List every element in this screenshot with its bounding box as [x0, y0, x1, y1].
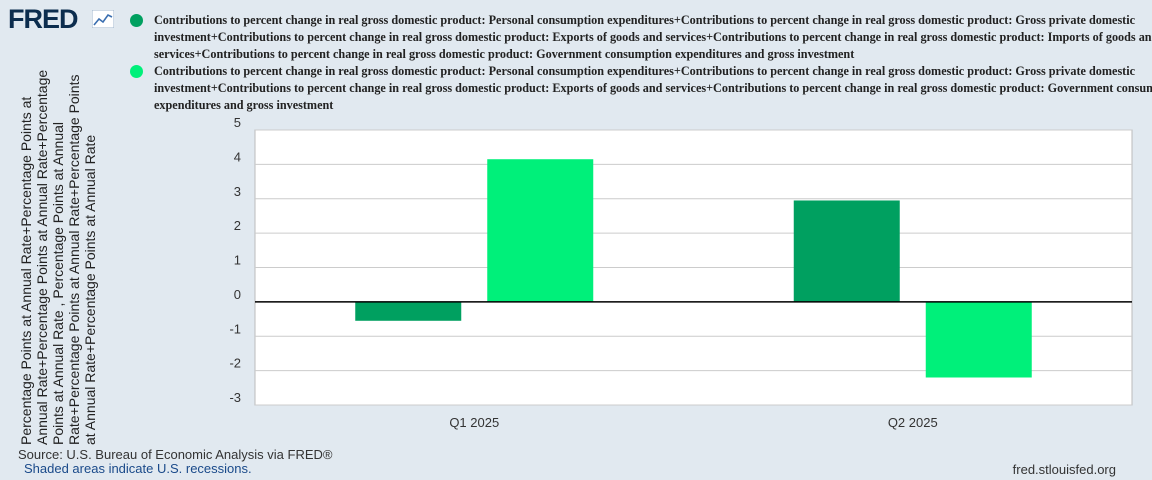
trend-line-icon: [92, 10, 114, 28]
x-tick-label: Q2 2025: [888, 415, 938, 430]
y-tick-label: 4: [234, 149, 241, 164]
legend-item-series-2[interactable]: Contributions to percent change in real …: [128, 63, 1152, 114]
bar-series-2-q2-2025: [925, 301, 1032, 378]
chart-legend: Contributions to percent change in real …: [128, 12, 1152, 117]
legend-label-series-2: Contributions to percent change in real …: [154, 64, 1152, 112]
y-tick-label: 1: [234, 253, 241, 268]
y-tick-label: -3: [229, 390, 241, 405]
fred-url[interactable]: fred.stlouisfed.org: [1012, 462, 1116, 477]
recession-note: Shaded areas indicate U.S. recessions.: [24, 461, 252, 476]
y-tick-label: -2: [229, 356, 241, 371]
y-tick-label: 0: [234, 287, 241, 302]
y-tick-label: 5: [234, 115, 241, 130]
fred-logo[interactable]: FRED: [8, 4, 78, 34]
legend-dot-series-1: [130, 14, 143, 27]
y-tick-label: 2: [234, 218, 241, 233]
source-note: Source: U.S. Bureau of Economic Analysis…: [18, 447, 333, 462]
y-tick-label: 3: [234, 184, 241, 199]
legend-label-series-1: Contributions to percent change in real …: [154, 13, 1152, 61]
x-tick-label: Q1 2025: [449, 415, 499, 430]
legend-dot-series-2: [130, 65, 143, 78]
y-tick-label: -1: [229, 321, 241, 336]
bar-series-1-q1-2025: [355, 301, 462, 321]
bar-series-1-q2-2025: [793, 200, 900, 302]
legend-item-series-1[interactable]: Contributions to percent change in real …: [128, 12, 1152, 63]
bar-series-2-q1-2025: [487, 159, 594, 302]
